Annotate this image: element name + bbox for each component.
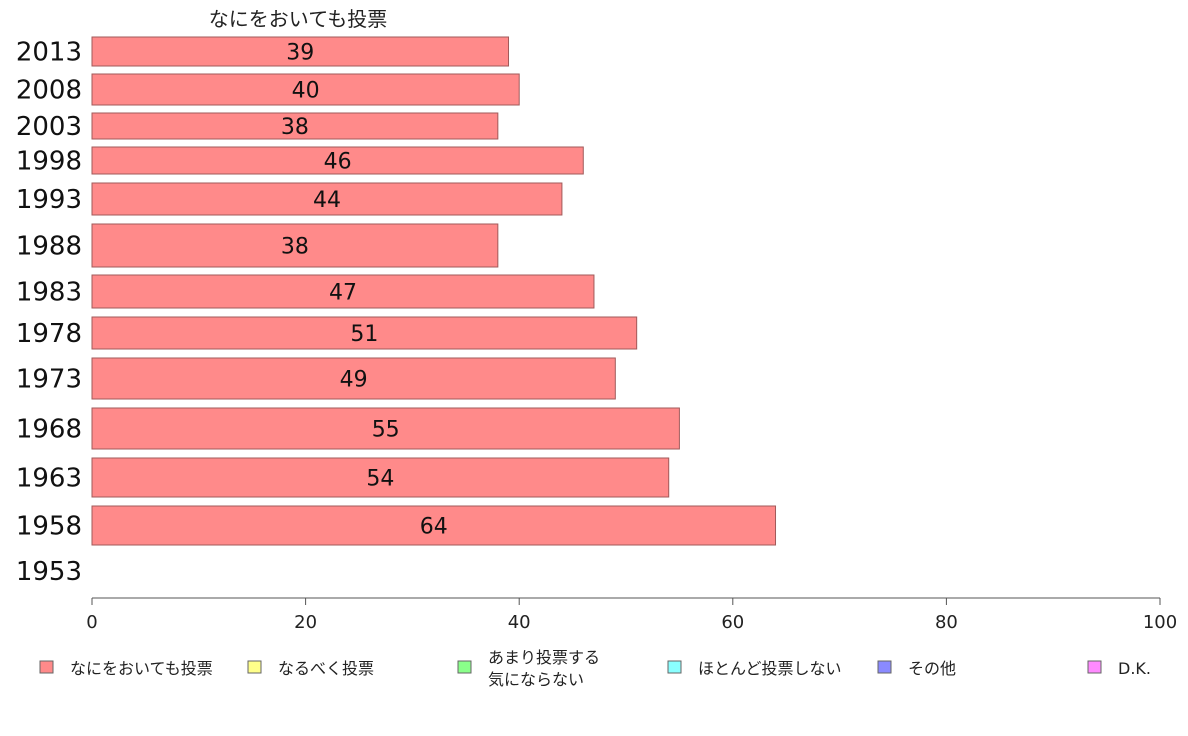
legend-swatch-3 [667,660,682,674]
year-label-1958: 1958 [16,512,82,542]
year-label-2013: 2013 [16,38,82,68]
bar-value-2008: 40 [292,79,320,104]
x-tick-label-40: 40 [508,612,531,633]
bar-1988 [91,223,499,268]
x-tick-label-20: 20 [294,612,317,633]
bar-1998 [91,146,584,175]
bar-value-1983: 47 [329,281,357,306]
bar-value-1998: 46 [324,150,352,175]
bar-2013 [91,36,510,67]
year-label-1963: 1963 [16,464,82,494]
year-label-2008: 2008 [16,76,82,106]
year-label-1983: 1983 [16,278,82,308]
x-tick-label-60: 60 [721,612,744,633]
bar-1968 [91,407,680,450]
bar-1993 [91,182,563,216]
series-title: なにをおいても投票 [209,7,387,31]
legend-label-5: D.K. [1118,659,1151,678]
legend-swatch-2 [457,660,472,674]
bars-group: 2013 39 2008 40 2003 38 1998 46 1993 44 1988 38 1983… [16,36,777,587]
year-label-1953: 1953 [16,557,82,587]
x-tick-label-80: 80 [935,612,958,633]
year-label-2003: 2003 [16,112,82,142]
bar-1983 [91,274,595,309]
bar-1958 [91,505,777,546]
bar-2003 [91,112,499,140]
legend-swatch-0 [39,660,54,674]
bar-1978 [91,316,638,350]
bar-value-1978: 51 [350,322,378,347]
x-axis: 0 20 40 60 80 100 [86,597,1177,633]
bar-value-2003: 38 [281,115,309,140]
legend-label-1: なるべく投票 [278,659,374,678]
year-label-1988: 1988 [16,232,82,262]
bar-value-1988: 38 [281,235,309,260]
legend-swatch-1 [247,660,262,674]
bar-value-1973: 49 [340,368,368,393]
bar-2008 [91,73,520,106]
legend-swatch-4 [877,660,892,674]
year-label-1978: 1978 [16,319,82,349]
legend-label-2-line2: 気にならない [488,670,584,689]
bar-value-2013: 39 [286,41,314,66]
legend-label-0: なにをおいても投票 [70,659,213,678]
year-label-1998: 1998 [16,147,82,177]
bar-1973 [91,357,616,400]
legend-label-2: あまり投票する [488,648,600,667]
bar-value-1958: 64 [420,515,448,540]
year-label-1993: 1993 [16,185,82,215]
bar-value-1963: 54 [366,467,394,492]
legend-swatch-5 [1087,660,1102,674]
legend-label-3: ほとんど投票しない [698,659,842,678]
bar-value-1993: 44 [313,188,341,213]
year-label-1968: 1968 [16,415,82,445]
x-tick-label-0: 0 [86,612,97,633]
x-tick-label-100: 100 [1143,612,1177,633]
legend-label-4: その他 [908,659,956,678]
bar-value-1968: 55 [372,418,400,443]
bar-1963 [91,457,670,498]
year-label-1973: 1973 [16,365,82,395]
